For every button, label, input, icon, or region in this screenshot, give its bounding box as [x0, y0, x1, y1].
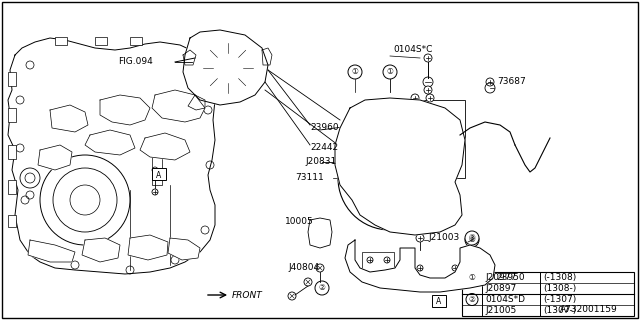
- Polygon shape: [140, 133, 190, 160]
- Text: J40804: J40804: [288, 263, 319, 273]
- Polygon shape: [183, 50, 196, 65]
- Text: 73687: 73687: [497, 77, 525, 86]
- Bar: [95, 37, 107, 45]
- Text: 23960: 23960: [310, 124, 339, 132]
- Bar: [152, 155, 162, 185]
- Circle shape: [336, 158, 344, 166]
- Polygon shape: [183, 30, 268, 105]
- Circle shape: [465, 231, 479, 245]
- Polygon shape: [152, 90, 205, 122]
- Text: 73111: 73111: [295, 173, 324, 182]
- Circle shape: [348, 65, 362, 79]
- Text: ②: ②: [468, 236, 476, 244]
- Circle shape: [467, 275, 473, 281]
- Text: ①: ①: [468, 273, 476, 282]
- Circle shape: [365, 145, 371, 151]
- Bar: [362, 252, 394, 272]
- Bar: [8, 108, 16, 122]
- Polygon shape: [308, 218, 332, 248]
- Bar: [152, 168, 166, 180]
- Bar: [398, 125, 416, 137]
- Text: (1307-): (1307-): [543, 306, 576, 315]
- Circle shape: [426, 94, 434, 102]
- Text: J20897: J20897: [485, 284, 516, 293]
- Circle shape: [315, 281, 329, 295]
- Polygon shape: [128, 235, 168, 260]
- Circle shape: [411, 94, 419, 102]
- Circle shape: [384, 257, 390, 263]
- Text: A732001159: A732001159: [560, 306, 618, 315]
- Circle shape: [440, 135, 450, 145]
- Polygon shape: [188, 95, 205, 110]
- Bar: [8, 180, 16, 194]
- Text: 23950: 23950: [496, 274, 525, 283]
- Bar: [55, 37, 67, 45]
- Circle shape: [466, 293, 478, 306]
- Circle shape: [424, 86, 432, 94]
- Bar: [8, 215, 16, 227]
- Polygon shape: [85, 130, 135, 155]
- Text: ②: ②: [319, 284, 325, 292]
- Text: J20831: J20831: [305, 157, 336, 166]
- Polygon shape: [38, 145, 72, 170]
- Circle shape: [304, 278, 312, 286]
- Bar: [390, 100, 465, 178]
- Circle shape: [362, 142, 374, 154]
- Bar: [420, 125, 438, 137]
- Text: FIG.094: FIG.094: [118, 58, 153, 67]
- Text: ②: ②: [468, 295, 476, 304]
- Text: ②: ②: [468, 234, 476, 243]
- Text: 0104S*D: 0104S*D: [485, 295, 525, 304]
- Polygon shape: [335, 98, 465, 235]
- Circle shape: [383, 65, 397, 79]
- Text: A: A: [156, 171, 162, 180]
- Polygon shape: [262, 48, 272, 65]
- Text: A: A: [436, 298, 442, 307]
- Circle shape: [417, 265, 423, 271]
- Bar: [432, 295, 446, 307]
- Circle shape: [476, 256, 484, 264]
- Circle shape: [452, 265, 458, 271]
- Bar: [398, 108, 416, 120]
- Text: 0104S*C: 0104S*C: [393, 45, 433, 54]
- Circle shape: [288, 292, 296, 300]
- Circle shape: [466, 271, 478, 284]
- Text: (-1308): (-1308): [543, 273, 576, 282]
- Circle shape: [350, 170, 360, 180]
- Polygon shape: [345, 240, 495, 292]
- Bar: [462, 272, 634, 316]
- Text: (1308-): (1308-): [543, 284, 576, 293]
- Text: J21005: J21005: [485, 306, 516, 315]
- Polygon shape: [100, 95, 150, 125]
- Bar: [130, 37, 142, 45]
- Circle shape: [440, 170, 450, 180]
- Circle shape: [424, 54, 432, 62]
- Text: 10005: 10005: [285, 218, 314, 227]
- Circle shape: [484, 271, 492, 279]
- Polygon shape: [8, 38, 215, 274]
- Bar: [420, 108, 438, 120]
- Text: ①: ①: [351, 68, 358, 76]
- Text: J20977: J20977: [485, 273, 516, 282]
- Circle shape: [475, 259, 481, 265]
- Circle shape: [367, 257, 373, 263]
- Text: 22442: 22442: [310, 143, 338, 153]
- Circle shape: [350, 135, 360, 145]
- Bar: [8, 145, 16, 159]
- Text: (-1307): (-1307): [543, 295, 576, 304]
- Circle shape: [465, 233, 479, 247]
- Text: ①: ①: [387, 68, 394, 76]
- Text: FRONT: FRONT: [232, 291, 263, 300]
- Polygon shape: [168, 238, 200, 260]
- Circle shape: [316, 264, 324, 272]
- Polygon shape: [28, 240, 75, 262]
- Text: J21003: J21003: [428, 234, 460, 243]
- Circle shape: [416, 234, 424, 242]
- Polygon shape: [82, 238, 120, 262]
- Polygon shape: [50, 105, 88, 132]
- Circle shape: [152, 189, 158, 195]
- Circle shape: [486, 78, 494, 86]
- Bar: [8, 72, 16, 86]
